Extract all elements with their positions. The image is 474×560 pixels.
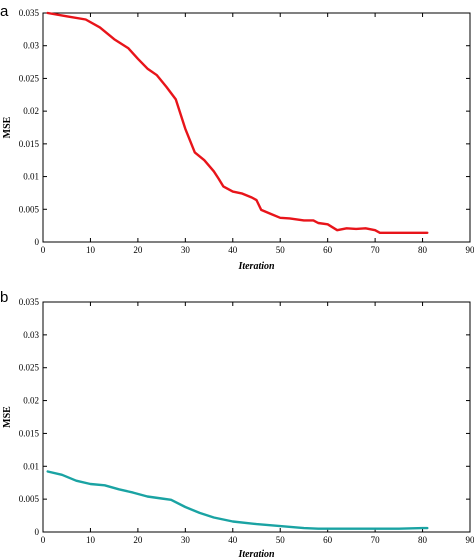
x-tick-label: 60 bbox=[323, 535, 333, 545]
x-tick-label: 0 bbox=[41, 535, 46, 545]
chart-panel-a: a 0 10 20 30 40 50 60 70 80 90 0 0.005 0.01 0.015 0.02 0… bbox=[0, 3, 474, 272]
x-tick-label: 80 bbox=[418, 535, 428, 545]
y-tick-label: 0 bbox=[35, 527, 40, 537]
y-tick-label: 0.03 bbox=[23, 330, 39, 340]
series-line bbox=[46, 470, 429, 530]
y-tick-label: 0.015 bbox=[19, 139, 40, 149]
y-tick-label: 0.005 bbox=[19, 204, 40, 214]
panel-label: a bbox=[0, 3, 9, 20]
y-tick-label: 0.005 bbox=[19, 494, 40, 504]
x-tick-label: 50 bbox=[276, 245, 286, 255]
x-tick-label: 20 bbox=[133, 245, 143, 255]
x-tick-label: 50 bbox=[276, 535, 286, 545]
y-tick-label: 0.01 bbox=[23, 461, 39, 471]
y-tick-label: 0.025 bbox=[19, 73, 40, 83]
y-tick-label: 0.035 bbox=[19, 297, 40, 307]
x-axis-label: Iteration bbox=[237, 549, 275, 560]
x-tick-label: 40 bbox=[228, 245, 238, 255]
x-tick-label: 30 bbox=[181, 245, 191, 255]
x-tick-label: 80 bbox=[418, 245, 428, 255]
x-tick-label: 60 bbox=[323, 245, 333, 255]
y-tick-label: 0.01 bbox=[23, 172, 39, 182]
y-tick-label: 0.02 bbox=[23, 396, 39, 406]
x-tick-label: 70 bbox=[371, 245, 381, 255]
x-tick-label: 70 bbox=[371, 535, 381, 545]
y-tick-label: 0.035 bbox=[19, 8, 40, 18]
plot-frame bbox=[42, 12, 471, 243]
chart-panel-b: b 0 10 20 30 40 50 60 70 80 90 0 0.005 0.01 0.015 0.02 0… bbox=[0, 289, 474, 560]
x-axis-label: Iteration bbox=[237, 261, 275, 272]
x-tick-label: 90 bbox=[466, 245, 474, 255]
x-tick-label: 40 bbox=[228, 535, 238, 545]
y-tick-label: 0.025 bbox=[19, 363, 40, 373]
y-tick-label: 0.03 bbox=[23, 41, 39, 51]
plot-frame bbox=[42, 301, 471, 533]
x-tick-label: 30 bbox=[181, 535, 191, 545]
panel-label: b bbox=[0, 289, 8, 306]
y-axis-label: MSE bbox=[2, 406, 13, 428]
x-tick-label: 20 bbox=[133, 535, 143, 545]
y-tick-label: 0.015 bbox=[19, 428, 40, 438]
x-tick-label: 10 bbox=[86, 535, 96, 545]
series-line bbox=[46, 11, 429, 235]
x-tick-label: 0 bbox=[41, 245, 46, 255]
y-axis-label: MSE bbox=[2, 116, 13, 138]
x-tick-label: 90 bbox=[466, 535, 474, 545]
y-tick-label: 0.02 bbox=[23, 106, 39, 116]
y-tick-label: 0 bbox=[35, 237, 40, 247]
x-tick-label: 10 bbox=[86, 245, 96, 255]
